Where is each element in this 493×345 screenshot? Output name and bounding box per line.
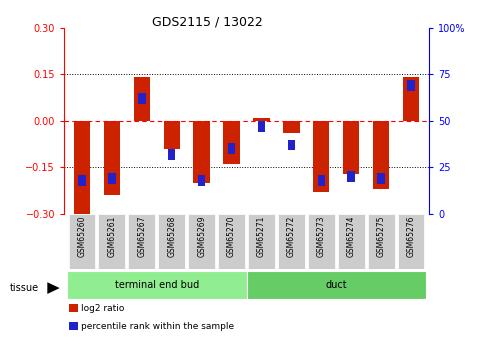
Text: GSM65260: GSM65260 xyxy=(77,216,87,257)
Bar xyxy=(108,173,116,184)
Bar xyxy=(168,149,176,160)
Text: percentile rank within the sample: percentile rank within the sample xyxy=(81,322,235,331)
Bar xyxy=(397,214,424,269)
Text: GSM65275: GSM65275 xyxy=(377,216,386,257)
Bar xyxy=(253,118,270,121)
Text: GSM65273: GSM65273 xyxy=(317,216,326,257)
Text: terminal end bud: terminal end bud xyxy=(115,280,199,289)
Text: GSM65272: GSM65272 xyxy=(287,216,296,257)
Bar xyxy=(403,77,419,121)
Bar xyxy=(193,121,210,183)
Text: GSM65269: GSM65269 xyxy=(197,216,206,257)
Bar xyxy=(104,121,120,195)
Text: GSM65261: GSM65261 xyxy=(107,216,116,257)
Bar xyxy=(283,121,300,133)
Bar xyxy=(348,171,355,182)
Bar xyxy=(74,121,90,214)
Text: GSM65268: GSM65268 xyxy=(167,216,176,257)
Bar xyxy=(308,214,335,269)
Text: GSM65270: GSM65270 xyxy=(227,216,236,257)
Bar xyxy=(407,80,415,91)
Text: GSM65274: GSM65274 xyxy=(347,216,355,257)
Polygon shape xyxy=(47,282,60,294)
Bar xyxy=(343,121,359,174)
Text: GSM65271: GSM65271 xyxy=(257,216,266,257)
Bar xyxy=(69,214,96,269)
Bar xyxy=(67,270,246,298)
Bar xyxy=(317,175,325,186)
Bar xyxy=(258,121,265,132)
Text: GSM65267: GSM65267 xyxy=(138,216,146,257)
Bar xyxy=(218,214,245,269)
Bar xyxy=(134,77,150,121)
Text: tissue: tissue xyxy=(10,283,39,293)
Text: duct: duct xyxy=(325,280,347,289)
Bar xyxy=(164,121,180,149)
Text: log2 ratio: log2 ratio xyxy=(81,304,125,313)
Bar xyxy=(138,93,145,104)
Bar xyxy=(313,121,329,192)
Bar xyxy=(188,214,215,269)
Bar xyxy=(223,121,240,164)
Bar xyxy=(248,214,275,269)
Text: GDS2115 / 13022: GDS2115 / 13022 xyxy=(152,16,262,29)
Bar xyxy=(158,214,185,269)
Bar xyxy=(128,214,155,269)
Text: GSM65276: GSM65276 xyxy=(406,216,416,257)
Bar xyxy=(338,214,365,269)
Bar xyxy=(368,214,394,269)
Bar xyxy=(377,173,385,184)
Bar xyxy=(373,121,389,189)
Bar xyxy=(78,175,86,186)
Bar xyxy=(228,143,235,154)
Bar xyxy=(287,139,295,150)
Bar xyxy=(99,214,125,269)
Bar xyxy=(198,175,206,186)
Bar xyxy=(246,270,426,298)
Bar xyxy=(278,214,305,269)
